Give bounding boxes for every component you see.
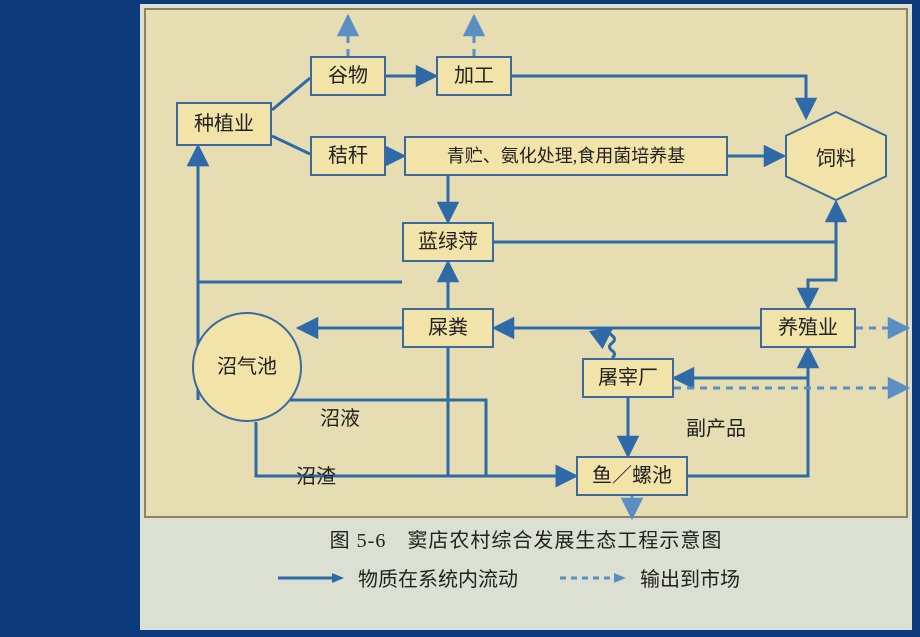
legend-solid-icon bbox=[276, 569, 346, 587]
node-breeding-label: 养殖业 bbox=[774, 318, 842, 339]
node-manure: 屎粪 bbox=[402, 308, 494, 348]
node-biogas-label: 沼气池 bbox=[213, 357, 281, 378]
paper-sheet: 种植业 谷物秸秆 加工青贮、氨化处理,食用菌培养基蓝绿萍屎粪 养殖业屠宰厂鱼／螺池 沼气… bbox=[140, 4, 912, 630]
figure-caption: 图 5-6 窦店农村综合发展生态工程示意图 bbox=[144, 524, 908, 553]
node-manure-label: 屎粪 bbox=[424, 318, 472, 339]
node-feed: 饲料 bbox=[784, 110, 888, 202]
node-planting-label: 种植业 bbox=[190, 114, 258, 135]
caption-area: 图 5-6 窦店农村综合发展生态工程示意图 物质在系统内流动 输出到市场 bbox=[144, 524, 908, 592]
node-azolla: 蓝绿萍 bbox=[402, 222, 494, 262]
node-processing-label: 加工 bbox=[450, 66, 498, 87]
legend-dashed-label: 输出到市场 bbox=[640, 569, 740, 591]
legend: 物质在系统内流动 输出到市场 bbox=[144, 563, 908, 592]
node-fishpond-label: 鱼／螺池 bbox=[588, 466, 676, 487]
legend-solid-label: 物质在系统内流动 bbox=[358, 569, 518, 591]
node-slaughter-label: 屠宰厂 bbox=[594, 368, 662, 389]
legend-dashed-icon bbox=[558, 569, 628, 587]
arrow-layer bbox=[146, 10, 910, 520]
label-biogas_residue: 沼渣 bbox=[296, 460, 336, 489]
node-breeding: 养殖业 bbox=[760, 308, 856, 348]
node-processing: 加工 bbox=[436, 56, 512, 96]
node-silage-label: 青贮、氨化处理,食用菌培养基 bbox=[443, 147, 690, 166]
node-silage: 青贮、氨化处理,食用菌培养基 bbox=[404, 136, 728, 176]
diagram-canvas: 种植业 谷物秸秆 加工青贮、氨化处理,食用菌培养基蓝绿萍屎粪 养殖业屠宰厂鱼／螺池 沼气… bbox=[144, 8, 908, 518]
node-grain-label: 谷物 bbox=[324, 66, 372, 87]
node-slaughter: 屠宰厂 bbox=[582, 358, 674, 398]
node-azolla-label: 蓝绿萍 bbox=[414, 232, 482, 253]
label-biogas_liquid: 沼液 bbox=[320, 402, 360, 431]
node-feed-label: 饲料 bbox=[784, 110, 888, 202]
node-straw-label: 秸秆 bbox=[324, 146, 372, 167]
node-fishpond: 鱼／螺池 bbox=[576, 456, 688, 496]
node-grain: 谷物 bbox=[310, 56, 386, 96]
node-straw: 秸秆 bbox=[310, 136, 386, 176]
node-biogas: 沼气池 bbox=[192, 312, 302, 422]
node-planting: 种植业 bbox=[176, 102, 272, 146]
label-byproduct: 副产品 bbox=[686, 412, 746, 441]
